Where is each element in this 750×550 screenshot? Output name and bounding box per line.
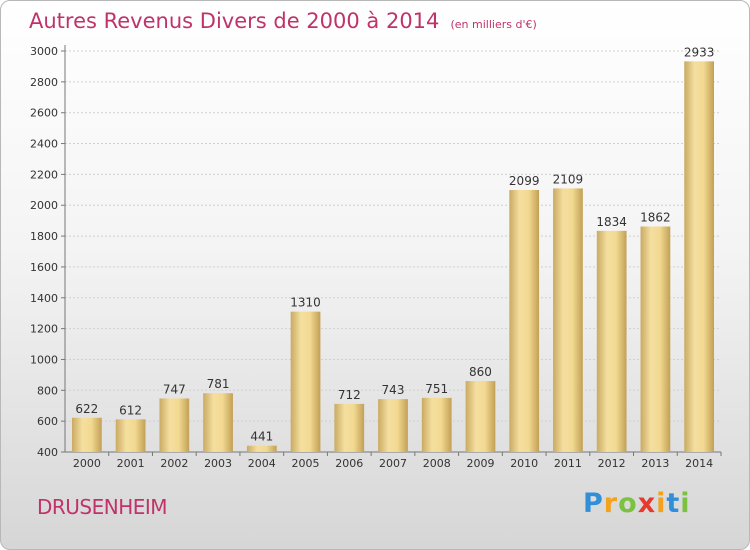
x-tick-label: 2007 bbox=[379, 457, 407, 470]
bar bbox=[553, 188, 583, 452]
y-tick-label: 1600 bbox=[30, 261, 58, 274]
data-label: 860 bbox=[469, 365, 492, 379]
x-tick-label: 2010 bbox=[510, 457, 538, 470]
x-tick-label: 2004 bbox=[248, 457, 276, 470]
bars-layer bbox=[71, 61, 715, 453]
data-label: 712 bbox=[338, 388, 361, 402]
data-label: 1834 bbox=[596, 215, 627, 229]
logo-letter: t bbox=[666, 488, 681, 519]
bar bbox=[421, 397, 452, 452]
x-tick-label: 2001 bbox=[117, 457, 145, 470]
bar bbox=[465, 381, 496, 452]
y-tick-label: 3000 bbox=[30, 45, 58, 58]
y-tick-label: 2600 bbox=[30, 107, 58, 120]
bar bbox=[684, 61, 715, 452]
y-tick-label: 800 bbox=[37, 384, 58, 397]
bar bbox=[246, 445, 277, 452]
proxiti-logo: Proxiti bbox=[583, 488, 691, 519]
chart-title: Autres Revenus Divers de 2000 à 2014 bbox=[29, 9, 440, 33]
logo-letter: i bbox=[656, 488, 667, 519]
data-label: 743 bbox=[382, 383, 405, 397]
bar bbox=[71, 417, 102, 452]
x-tick-label: 2006 bbox=[335, 457, 363, 470]
logo-letter: P bbox=[583, 488, 604, 519]
x-tick-label: 2000 bbox=[73, 457, 101, 470]
logo-letter: x bbox=[637, 488, 657, 519]
bar bbox=[290, 311, 321, 452]
city-name: DRUSENHEIM bbox=[37, 495, 168, 519]
data-label: 781 bbox=[207, 377, 230, 391]
x-tick-label: 2005 bbox=[292, 457, 320, 470]
x-tick-label: 2014 bbox=[685, 457, 713, 470]
data-label: 622 bbox=[75, 402, 98, 416]
bar bbox=[115, 419, 146, 452]
data-label: 2109 bbox=[553, 172, 584, 186]
bar bbox=[596, 230, 627, 452]
x-tick-label: 2011 bbox=[554, 457, 582, 470]
x-tick-label: 2012 bbox=[598, 457, 626, 470]
x-tick-label: 2013 bbox=[641, 457, 669, 470]
chart-subtitle: (en milliers d'€) bbox=[450, 18, 537, 31]
data-label: 441 bbox=[250, 430, 273, 444]
bar bbox=[509, 189, 540, 453]
y-tick-label: 1200 bbox=[30, 323, 58, 336]
data-label: 747 bbox=[163, 382, 186, 396]
data-label: 2099 bbox=[509, 174, 540, 188]
bar bbox=[203, 393, 233, 452]
y-tick-label: 400 bbox=[37, 446, 58, 459]
x-tick-label: 2009 bbox=[466, 457, 494, 470]
logo-letter: i bbox=[680, 488, 691, 519]
y-tick-label: 2200 bbox=[30, 168, 58, 181]
y-tick-label: 600 bbox=[37, 415, 58, 428]
x-tick-label: 2002 bbox=[160, 457, 188, 470]
y-tick-label: 2400 bbox=[30, 138, 58, 151]
bar bbox=[378, 399, 408, 452]
logo-letter: o bbox=[618, 488, 638, 519]
title-block: Autres Revenus Divers de 2000 à 2014 (en… bbox=[29, 9, 537, 33]
y-tick-label: 1000 bbox=[30, 353, 58, 366]
logo-letter: r bbox=[603, 488, 619, 519]
y-tick-label: 2800 bbox=[30, 76, 58, 89]
bar bbox=[640, 226, 671, 452]
data-label: 612 bbox=[119, 403, 142, 417]
y-tick-label: 1400 bbox=[30, 292, 58, 305]
x-tick-label: 2003 bbox=[204, 457, 232, 470]
y-tick-label: 1800 bbox=[30, 230, 58, 243]
data-label: 1310 bbox=[290, 296, 321, 310]
x-tick-label: 2008 bbox=[423, 457, 451, 470]
bar bbox=[159, 398, 190, 452]
y-tick-label: 2000 bbox=[30, 199, 58, 212]
data-label: 751 bbox=[425, 382, 448, 396]
bar bbox=[334, 403, 365, 452]
data-label: 1862 bbox=[640, 211, 671, 225]
labels-layer: 400 600 800 1000 1200 1400 1600 1800 2000 2200 240… bbox=[30, 45, 714, 470]
data-label: 2933 bbox=[684, 45, 715, 59]
